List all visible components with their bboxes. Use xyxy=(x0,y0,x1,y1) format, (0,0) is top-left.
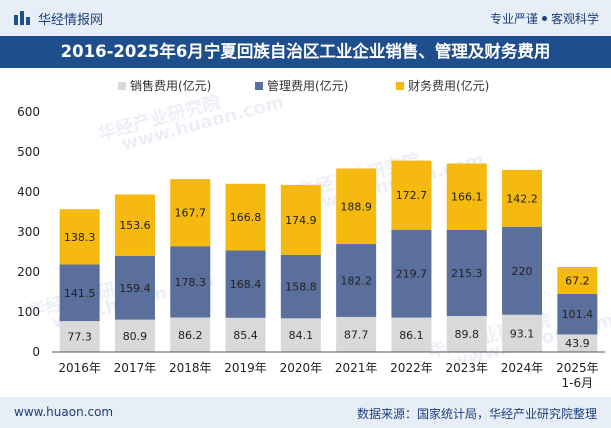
bar-segment xyxy=(114,255,155,320)
legend-swatch-3 xyxy=(396,82,404,90)
bar-segment xyxy=(336,168,377,245)
bar-segment xyxy=(446,229,487,317)
bar-segment xyxy=(280,318,321,352)
bar-segment xyxy=(114,319,155,352)
data-label: 158.8 xyxy=(285,281,317,294)
bar-segment xyxy=(446,163,487,230)
data-label: 166.8 xyxy=(230,211,262,224)
data-label: 174.9 xyxy=(285,214,317,227)
data-label: 93.1 xyxy=(510,327,535,340)
footer: www.huaon.com 数据来源：国家统计局，华经产业研究院整理 xyxy=(0,397,611,428)
x-tick-label: 2018年 xyxy=(169,361,212,375)
y-tick-label: 600 xyxy=(17,105,40,119)
x-tick-label: 2024年 xyxy=(501,361,544,375)
data-label: 89.8 xyxy=(455,328,480,341)
title-bar: 2016-2025年6月宁夏回族自治区工业企业销售、管理及财务费用 xyxy=(0,36,611,68)
y-tick-label: 0 xyxy=(32,345,40,359)
data-label: 167.7 xyxy=(175,207,207,220)
bar-segment xyxy=(391,160,432,230)
brand-name: 华经情报网 xyxy=(38,13,104,28)
x-tick-label: 1-6月 xyxy=(562,376,594,390)
bar-segment xyxy=(59,264,100,322)
bar-segment xyxy=(170,179,211,247)
y-tick-label: 200 xyxy=(17,265,40,279)
data-label: 159.4 xyxy=(119,282,151,295)
data-label: 67.2 xyxy=(565,274,590,287)
x-tick-label: 2020年 xyxy=(280,361,323,375)
chart-title: 2016-2025年6月宁夏回族自治区工业企业销售、管理及财务费用 xyxy=(60,42,551,61)
data-label: 86.2 xyxy=(178,329,203,342)
bar-segment xyxy=(170,246,211,318)
bar-segment xyxy=(280,184,321,255)
bar-segment xyxy=(170,317,211,352)
data-label: 142.2 xyxy=(506,192,538,205)
stacked-bar-chart: 华经产业研究院www.huaon.com华经产业研究院www.huaon.com… xyxy=(17,78,611,390)
bar-segment xyxy=(225,183,266,251)
separator-dot-icon xyxy=(541,16,547,21)
data-label: 86.1 xyxy=(399,329,424,342)
top-banner: 华经情报网 专业严谨 客观科学 xyxy=(0,0,611,36)
tagline-right: 客观科学 xyxy=(550,12,599,26)
data-label: 188.9 xyxy=(340,200,372,213)
legend-label-1: 销售费用(亿元) xyxy=(130,78,211,93)
x-tick-label: 2016年 xyxy=(58,361,101,375)
bar-segment xyxy=(502,226,543,315)
data-label: 172.7 xyxy=(396,189,428,202)
data-label: 85.4 xyxy=(233,329,258,342)
x-tick-label: 2017年 xyxy=(114,361,157,375)
data-label: 101.4 xyxy=(562,308,594,321)
data-label: 77.3 xyxy=(67,331,92,344)
legend-swatch-2 xyxy=(255,82,263,90)
bar-segment xyxy=(391,229,432,318)
bar-segment xyxy=(557,267,598,294)
data-label: 182.2 xyxy=(340,274,372,287)
y-tick-label: 300 xyxy=(17,225,40,239)
bar-segment xyxy=(59,321,100,352)
data-label: 87.7 xyxy=(344,328,369,341)
bar-segment xyxy=(502,169,543,227)
footer-website: www.huaon.com xyxy=(14,405,114,419)
x-tick-label: 2023年 xyxy=(445,361,488,375)
data-label: 138.3 xyxy=(64,231,96,244)
legend-swatch-1 xyxy=(118,82,126,90)
y-tick-label: 400 xyxy=(17,185,40,199)
logo-icon xyxy=(14,11,30,25)
bar-segment xyxy=(502,314,543,352)
tagline: 专业严谨 客观科学 xyxy=(490,10,599,27)
x-tick-label: 2025年 xyxy=(556,361,599,375)
data-label: 168.4 xyxy=(230,278,262,291)
bar-segment xyxy=(446,316,487,352)
data-label: 215.3 xyxy=(451,267,483,280)
data-label: 43.9 xyxy=(565,337,590,350)
data-label: 80.9 xyxy=(123,330,148,343)
y-tick-label: 100 xyxy=(17,305,40,319)
legend-label-2: 管理费用(亿元) xyxy=(267,78,348,93)
x-tick-label: 2019年 xyxy=(224,361,267,375)
data-label: 153.6 xyxy=(119,219,151,232)
footer-source: 数据来源：国家统计局，华经产业研究院整理 xyxy=(356,407,597,421)
bar-segment xyxy=(114,194,155,256)
data-label: 166.1 xyxy=(451,191,483,204)
x-tick-label: 2021年 xyxy=(335,361,378,375)
data-label: 84.1 xyxy=(289,329,314,342)
x-tick-label: 2022年 xyxy=(390,361,433,375)
data-label: 219.7 xyxy=(396,268,428,281)
legend-label-3: 财务费用(亿元) xyxy=(408,78,489,93)
tagline-left: 专业严谨 xyxy=(489,12,538,26)
bar-segment xyxy=(280,254,321,319)
bar-segment xyxy=(557,293,598,335)
bar-segment xyxy=(557,334,598,352)
y-tick-label: 500 xyxy=(17,145,40,159)
bar-segment xyxy=(59,209,100,265)
bar-segment xyxy=(225,317,266,352)
bar-segment xyxy=(225,250,266,318)
bar-segment xyxy=(391,317,432,352)
data-label: 141.5 xyxy=(64,287,96,300)
data-label: 220 xyxy=(512,265,533,278)
bar-segment xyxy=(336,244,377,317)
data-label: 178.3 xyxy=(175,276,207,289)
bar-segment xyxy=(336,316,377,352)
